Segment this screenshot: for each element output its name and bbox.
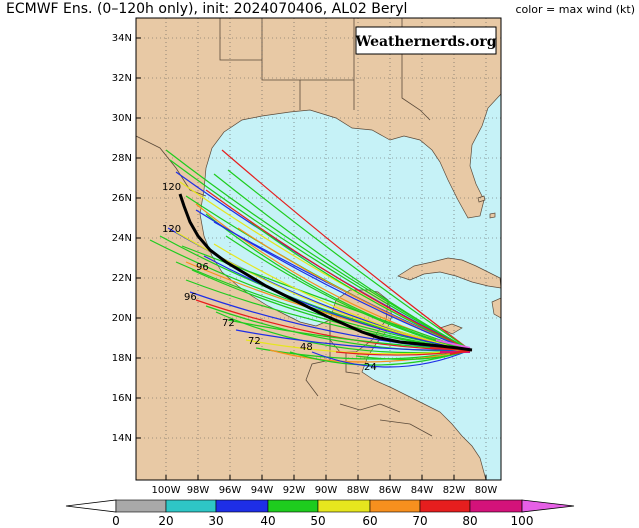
brand-text: Weathernerds.org bbox=[355, 34, 497, 50]
forecast-hour-labels: 120 120 96 96 72 72 48 24 bbox=[162, 182, 377, 373]
lon-label: 94W bbox=[251, 485, 274, 496]
lon-label: 90W bbox=[315, 485, 338, 496]
hour-label: 24 bbox=[364, 362, 377, 373]
colorbar-tick: 20 bbox=[158, 514, 173, 528]
colorbar-bin bbox=[369, 499, 421, 513]
ensemble-track bbox=[235, 329, 471, 351]
hour-label: 120 bbox=[162, 182, 181, 193]
land-bahamas bbox=[477, 195, 496, 219]
colorbar-tick: 60 bbox=[362, 514, 377, 528]
colorbar-tick-labels: 0 20 30 40 50 60 70 80 100 bbox=[112, 514, 533, 528]
colorbar-tick: 0 bbox=[112, 514, 120, 528]
lon-label: 82W bbox=[443, 485, 466, 496]
ensemble-track bbox=[249, 221, 471, 351]
colorbar-tick: 30 bbox=[208, 514, 223, 528]
ensemble-track bbox=[195, 209, 471, 351]
colorbar-bin bbox=[215, 499, 269, 513]
ensemble-track bbox=[435, 339, 471, 349]
lon-label: 80W bbox=[475, 485, 498, 496]
ensemble-track bbox=[185, 261, 471, 351]
colorbar-bin bbox=[267, 499, 319, 513]
lat-label: 20N bbox=[112, 313, 132, 324]
colorbar-bin bbox=[165, 499, 217, 513]
hour-label: 72 bbox=[248, 336, 261, 347]
hour-label: 96 bbox=[196, 262, 209, 273]
colorbar-arrow-low bbox=[65, 499, 117, 513]
colorbar-bin bbox=[469, 499, 523, 513]
lat-label: 30N bbox=[112, 113, 132, 124]
ensemble-track bbox=[203, 255, 471, 351]
axis-ticks bbox=[136, 37, 487, 480]
political-borders bbox=[136, 18, 433, 437]
lon-label: 98W bbox=[187, 485, 210, 496]
colorbar-bin bbox=[317, 499, 371, 513]
lon-label: 92W bbox=[283, 485, 306, 496]
lat-label: 16N bbox=[112, 393, 132, 404]
lon-label: 86W bbox=[379, 485, 402, 496]
ensemble-mean-track bbox=[178, 193, 473, 352]
brand-watermark: Weathernerds.org bbox=[355, 26, 497, 55]
latitude-labels: 34N 32N 30N 28N 26N 24N 22N 20N 18N 16N … bbox=[112, 33, 132, 444]
lat-label: 28N bbox=[112, 153, 132, 164]
land-jamaica bbox=[439, 323, 463, 335]
brand-box bbox=[355, 26, 497, 55]
lat-label: 24N bbox=[112, 233, 132, 244]
ensemble-track bbox=[205, 189, 471, 351]
map-frame bbox=[135, 17, 502, 481]
lat-label: 32N bbox=[112, 73, 132, 84]
ensemble-track bbox=[227, 169, 471, 351]
lat-label: 18N bbox=[112, 353, 132, 364]
ensemble-track bbox=[181, 245, 471, 351]
ensemble-track bbox=[269, 349, 471, 363]
ensemble-track bbox=[189, 291, 471, 351]
hour-label: 96 bbox=[184, 292, 197, 303]
ensemble-track bbox=[213, 173, 471, 351]
hour-label: 48 bbox=[300, 342, 313, 353]
colorbar-arrow-high bbox=[521, 499, 575, 513]
lon-label: 96W bbox=[219, 485, 242, 496]
lon-label: 100W bbox=[152, 485, 181, 496]
color-bar bbox=[65, 499, 575, 513]
ensemble-track bbox=[225, 235, 471, 351]
colorbar-tick: 50 bbox=[310, 514, 325, 528]
color-legend-caption: color = max wind (kt) bbox=[515, 3, 635, 16]
colorbar-bin bbox=[419, 499, 471, 513]
lon-label: 88W bbox=[347, 485, 370, 496]
ensemble-track bbox=[213, 243, 471, 351]
hour-label: 72 bbox=[222, 318, 235, 329]
colorbar-tick: 80 bbox=[462, 514, 477, 528]
colorbar-tick: 100 bbox=[511, 514, 534, 528]
colorbar-tick: 70 bbox=[412, 514, 427, 528]
colorbar-tick: 40 bbox=[260, 514, 275, 528]
colorbar-bin bbox=[115, 499, 167, 513]
land-hispaniola bbox=[491, 297, 501, 319]
ensemble-track bbox=[221, 149, 471, 351]
ensemble-track bbox=[205, 213, 471, 351]
hour-label: 120 bbox=[162, 224, 181, 235]
ensemble-track bbox=[169, 159, 471, 351]
ensemble-tracks bbox=[149, 149, 473, 368]
longitude-labels: 100W 98W 96W 94W 92W 90W 88W 86W 84W 82W… bbox=[152, 485, 498, 496]
lat-label: 34N bbox=[112, 33, 132, 44]
lat-label: 14N bbox=[112, 433, 132, 444]
chart-title: ECMWF Ens. (0–120h only), init: 20240704… bbox=[6, 1, 408, 17]
lat-label: 22N bbox=[112, 273, 132, 284]
lat-label: 26N bbox=[112, 193, 132, 204]
ensemble-track bbox=[311, 349, 471, 368]
lon-label: 84W bbox=[411, 485, 434, 496]
